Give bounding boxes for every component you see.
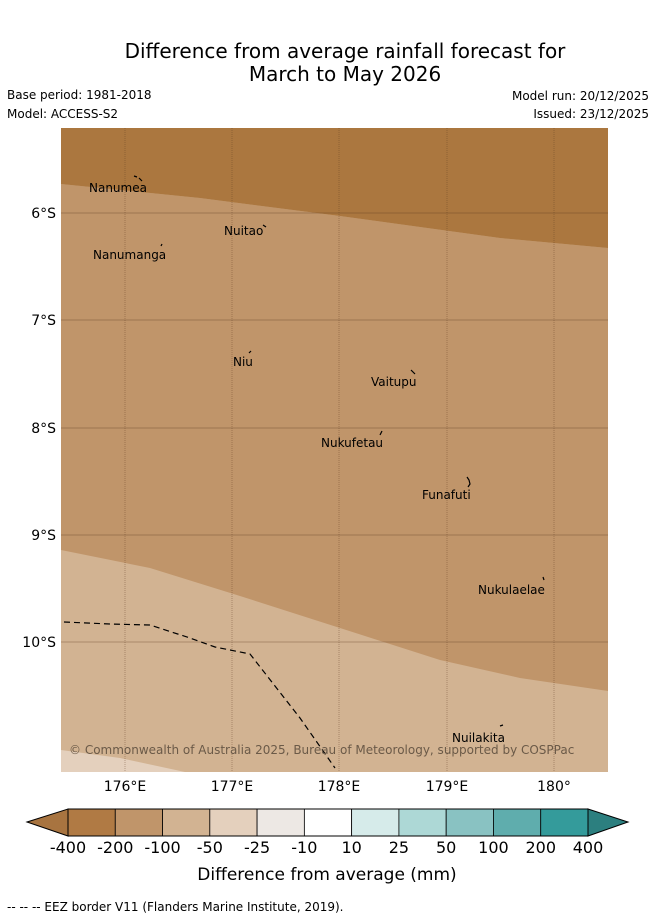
- island-shape-nuilakita: [499, 724, 504, 727]
- colorbar-cell: [209, 808, 258, 837]
- colorbar-title: Difference from average (mm): [197, 865, 456, 885]
- colorbar-tick-label: 50: [436, 838, 456, 857]
- island-shape-funafuti: [466, 476, 471, 488]
- lat-label-6s: 6°S: [31, 206, 56, 222]
- colorbar-cell: [114, 808, 163, 837]
- title-line-2: March to May 2026: [248, 62, 442, 86]
- island-label-nukufetau: Nukufetau: [321, 436, 383, 450]
- island-shapes: [133, 175, 545, 727]
- colorbar-tick-label: -200: [97, 838, 133, 857]
- colorbar-tick-label: 100: [478, 838, 509, 857]
- island-label-vaitupu: Vaitupu: [371, 375, 417, 389]
- band-neg25-50-corner: [61, 750, 185, 772]
- title-line-1: Difference from average rainfall forecas…: [124, 39, 566, 63]
- colorbar-cell: [398, 808, 447, 837]
- band-neg200-400: [61, 128, 608, 248]
- colorbar-tick-labels: -400 -200 -100 -50 -25 -10 10 25 50 100 200 400: [50, 838, 603, 857]
- colorbar-cell: [162, 808, 211, 837]
- island-label-nanumanga: Nanumanga: [93, 248, 166, 262]
- colorbar-arrow-high: [587, 808, 630, 837]
- lon-label-179e: 179°E: [426, 779, 469, 795]
- island-label-nanumea: Nanumea: [89, 181, 147, 195]
- gridlines: [61, 128, 608, 772]
- lat-label-7s: 7°S: [31, 313, 56, 329]
- eez-legend-note: -- -- -- EEZ border V11 (Flanders Marine…: [7, 900, 344, 914]
- colorbar-tick-label: 400: [573, 838, 604, 857]
- band-neg100-200: [61, 184, 608, 691]
- colorbar-cells: [67, 808, 589, 837]
- lon-label-178e: 178°E: [318, 779, 361, 795]
- longitude-labels: 176°E 177°E 178°E 179°E 180°: [104, 779, 571, 795]
- island-shape-niu: [248, 350, 252, 354]
- island-shape-vaitupu: [410, 369, 416, 375]
- island-label-nuilakita: Nuilakita: [452, 731, 505, 745]
- island-shape-nukulaelae: [542, 576, 545, 581]
- lon-label-176e: 176°E: [104, 779, 147, 795]
- colorbar: -400 -200 -100 -50 -25 -10 10 25 50 100 200 400 Dif…: [25, 808, 630, 885]
- lat-label-10s: 10°S: [22, 635, 56, 651]
- base-period: Base period: 1981-2018: [7, 88, 152, 102]
- map-panel: [61, 128, 608, 772]
- colorbar-tick-label: -25: [244, 838, 270, 857]
- colorbar-cell: [493, 808, 542, 837]
- island-shape-nanumanga: [160, 243, 163, 247]
- colorbar-tick-label: -100: [144, 838, 180, 857]
- lat-label-8s: 8°S: [31, 421, 56, 437]
- colorbar-tick-label: 200: [525, 838, 556, 857]
- island-label-niu: Niu: [233, 355, 253, 369]
- colorbar-outline: [67, 808, 589, 837]
- island-shape-nanumea: [133, 175, 143, 182]
- colorbar-tick-label: -400: [50, 838, 86, 857]
- lon-label-180: 180°: [537, 779, 571, 795]
- colorbar-tick-label: 25: [389, 838, 409, 857]
- colorbar-cell: [256, 808, 305, 837]
- model-name: Model: ACCESS-S2: [7, 107, 119, 121]
- copyright-notice: © Commonwealth of Australia 2025, Bureau…: [69, 743, 574, 757]
- island-label-funafuti: Funafuti: [422, 488, 471, 502]
- colorbar-arrow-low: [25, 808, 69, 837]
- lon-label-177e: 177°E: [211, 779, 254, 795]
- colorbar-cell: [67, 808, 116, 837]
- island-shape-nuitao: [262, 224, 267, 228]
- colorbar-tick-label: -50: [197, 838, 223, 857]
- eez-border: [63, 621, 336, 769]
- colorbar-cell: [351, 808, 400, 837]
- latitude-labels: 6°S 7°S 8°S 9°S 10°S: [22, 206, 56, 651]
- model-run-date: Model run: 20/12/2025: [511, 89, 649, 103]
- colorbar-tick-label: -10: [291, 838, 317, 857]
- colorbar-cell: [540, 808, 589, 837]
- chart-title: Difference from average rainfall forecas…: [0, 40, 655, 86]
- island-label-nuitao: Nuitao: [224, 224, 263, 238]
- colorbar-cell: [303, 808, 353, 837]
- island-shape-nukufetau: [379, 430, 383, 436]
- lat-label-9s: 9°S: [31, 528, 56, 544]
- colorbar-tick-label: 10: [341, 838, 361, 857]
- island-label-nukulaelae: Nukulaelae: [478, 583, 545, 597]
- issued-date: Issued: 23/12/2025: [533, 107, 649, 121]
- colorbar-cell: [445, 808, 494, 837]
- island-labels: Nanumea Nuitao Nanumanga Niu Vaitupu Nuk…: [89, 181, 545, 745]
